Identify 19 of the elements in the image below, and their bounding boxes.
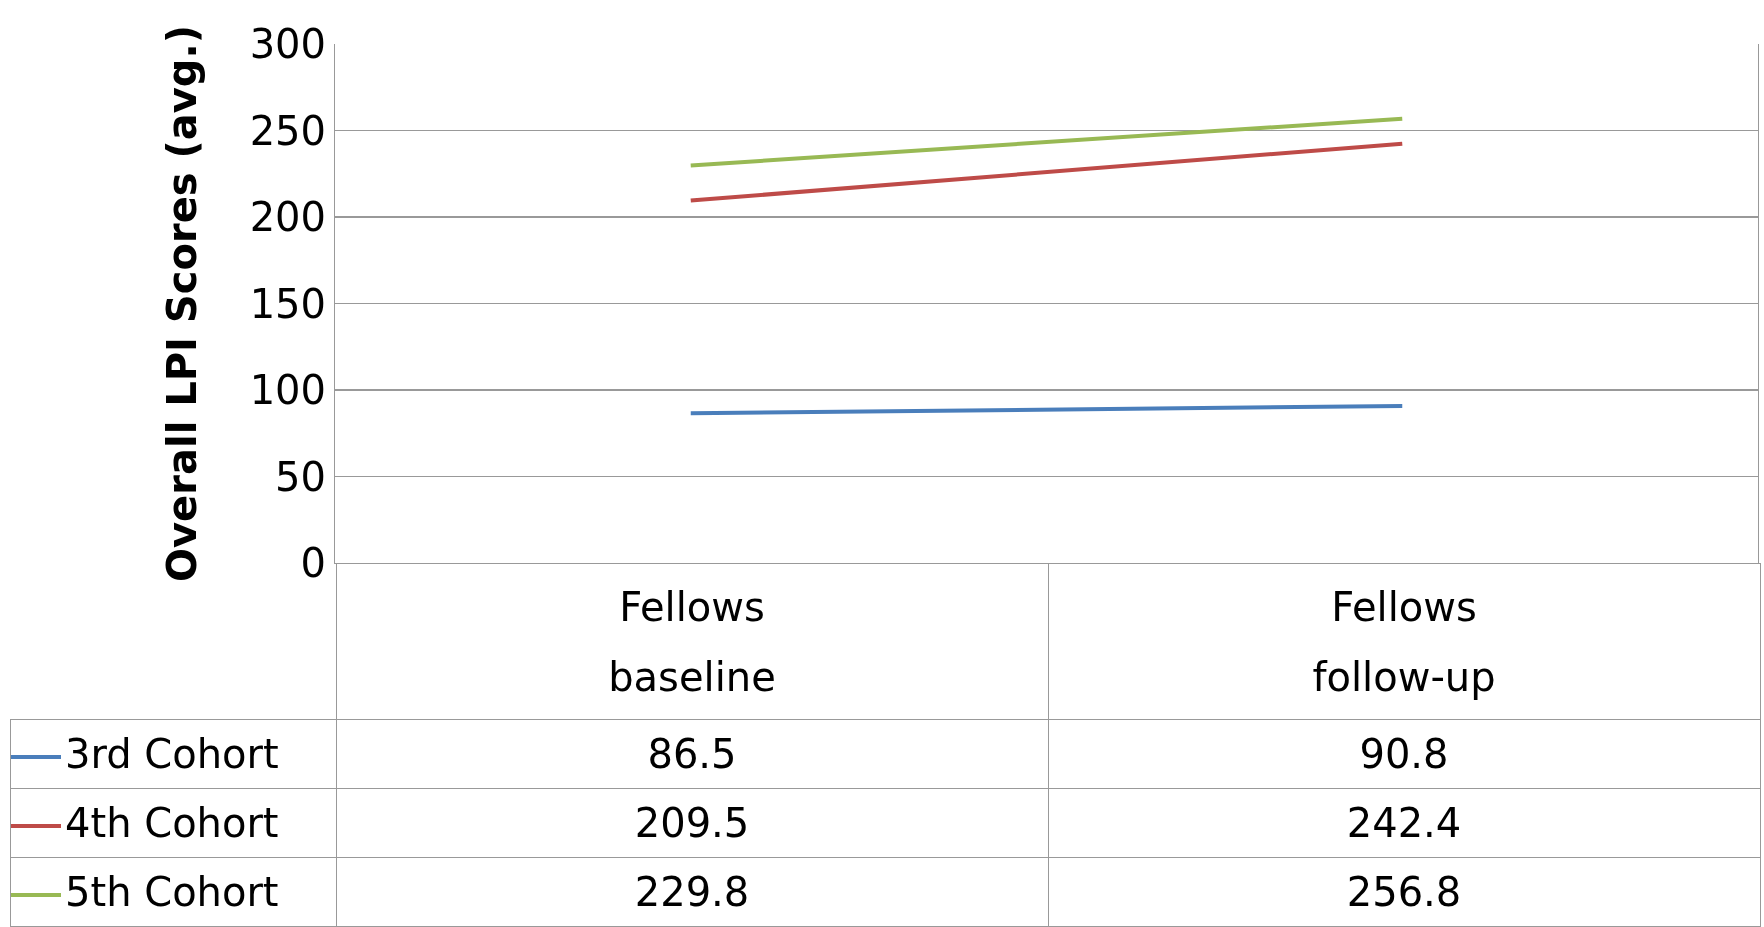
y-tick-label: 0 xyxy=(300,540,326,586)
legend-label: 5th Cohort xyxy=(10,857,336,927)
y-tick-label: 200 xyxy=(249,194,326,240)
data-label: 86.5 xyxy=(336,719,1048,789)
data-label: 229.8 xyxy=(336,857,1048,927)
legend-label: 4th Cohort xyxy=(10,788,336,858)
data-label: 242.4 xyxy=(1048,788,1760,858)
y-tick-label: 100 xyxy=(249,367,326,413)
y-tick-label: 300 xyxy=(249,21,326,67)
x-tick-label: Fellows baseline xyxy=(336,563,1048,720)
data-label: 209.5 xyxy=(336,788,1048,858)
y-tick-label: 150 xyxy=(249,280,326,327)
data-label: 256.8 xyxy=(1048,857,1760,927)
legend-label: 3rd Cohort xyxy=(10,719,336,789)
x-tick-label: Fellows follow-up xyxy=(1048,563,1760,720)
data-label: 90.8 xyxy=(1048,719,1760,789)
y-axis-title: Overall LPI Scores (avg.) xyxy=(159,25,206,582)
y-tick-label: 50 xyxy=(275,453,326,500)
y-tick-label: 250 xyxy=(249,107,326,154)
